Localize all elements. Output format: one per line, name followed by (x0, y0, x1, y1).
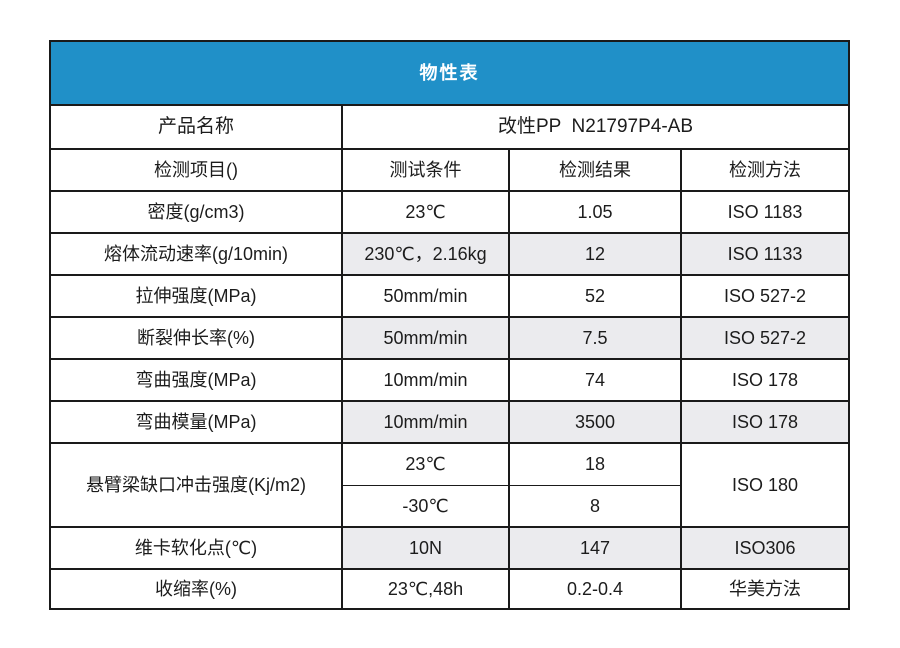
result-cell: 52 (508, 274, 682, 318)
table-row-melt-flow: 熔体流动速率(g/10min) 230℃，2.16kg 12 ISO 1133 (49, 232, 850, 276)
method-cell: 华美方法 (680, 568, 850, 610)
column-header-method: 检测方法 (680, 148, 850, 192)
product-value: 改性PP N21797P4-AB (341, 104, 850, 150)
method-cell: ISO 527-2 (680, 274, 850, 318)
method-cell: ISO306 (680, 526, 850, 570)
table-row-flexural-modulus: 弯曲模量(MPa) 10mm/min 3500 ISO 178 (49, 400, 850, 444)
condition-cell: 230℃，2.16kg (341, 232, 510, 276)
product-label: 产品名称 (49, 104, 343, 150)
item-cell: 维卡软化点(℃) (49, 526, 343, 570)
table-row-shrinkage: 收缩率(%) 23℃,48h 0.2-0.4 华美方法 (49, 568, 850, 610)
title-row: 物性表 (49, 40, 850, 106)
method-cell: ISO 180 (680, 442, 850, 528)
table-row-tensile-strength: 拉伸强度(MPa) 50mm/min 52 ISO 527-2 (49, 274, 850, 318)
result-cell: 8 (508, 484, 682, 528)
column-header-result: 检测结果 (508, 148, 682, 192)
result-cell: 0.2-0.4 (508, 568, 682, 610)
result-cell: 12 (508, 232, 682, 276)
item-cell: 密度(g/cm3) (49, 190, 343, 234)
product-row: 产品名称 改性PP N21797P4-AB (49, 104, 850, 150)
result-cell: 3500 (508, 400, 682, 444)
method-cell: ISO 1133 (680, 232, 850, 276)
column-header-condition: 测试条件 (341, 148, 510, 192)
result-cell: 7.5 (508, 316, 682, 360)
result-cell: 74 (508, 358, 682, 402)
result-cell: 1.05 (508, 190, 682, 234)
condition-cell: 23℃,48h (341, 568, 510, 610)
method-cell: ISO 178 (680, 358, 850, 402)
item-cell: 断裂伸长率(%) (49, 316, 343, 360)
table-row-vicat: 维卡软化点(℃) 10N 147 ISO306 (49, 526, 850, 570)
condition-cell: -30℃ (341, 484, 510, 528)
condition-cell: 23℃ (341, 190, 510, 234)
properties-table: 物性表 产品名称 改性PP N21797P4-AB 检测项目() 测试条件 检测… (49, 40, 850, 610)
table-row-impact-23c: 悬臂梁缺口冲击强度(Kj/m2) 23℃ 18 ISO 180 (49, 442, 850, 528)
result-cell: 147 (508, 526, 682, 570)
item-cell: 弯曲强度(MPa) (49, 358, 343, 402)
item-cell: 弯曲模量(MPa) (49, 400, 343, 444)
condition-cell: 50mm/min (341, 274, 510, 318)
item-cell: 拉伸强度(MPa) (49, 274, 343, 318)
item-cell: 熔体流动速率(g/10min) (49, 232, 343, 276)
item-cell: 悬臂梁缺口冲击强度(Kj/m2) (49, 442, 343, 528)
table-row-flexural-strength: 弯曲强度(MPa) 10mm/min 74 ISO 178 (49, 358, 850, 402)
condition-cell: 23℃ (341, 442, 510, 486)
item-cell: 收缩率(%) (49, 568, 343, 610)
method-cell: ISO 1183 (680, 190, 850, 234)
condition-cell: 10mm/min (341, 400, 510, 444)
condition-cell: 50mm/min (341, 316, 510, 360)
method-cell: ISO 527-2 (680, 316, 850, 360)
table-row-elongation: 断裂伸长率(%) 50mm/min 7.5 ISO 527-2 (49, 316, 850, 360)
column-header-item: 检测项目() (49, 148, 343, 192)
table-row-density: 密度(g/cm3) 23℃ 1.05 ISO 1183 (49, 190, 850, 234)
result-cell: 18 (508, 442, 682, 486)
condition-cell: 10N (341, 526, 510, 570)
method-cell: ISO 178 (680, 400, 850, 444)
table-title: 物性表 (49, 40, 850, 106)
column-header-row: 检测项目() 测试条件 检测结果 检测方法 (49, 148, 850, 192)
table-row-impact-minus30c: -30℃ 8 (50, 484, 849, 528)
condition-cell: 10mm/min (341, 358, 510, 402)
